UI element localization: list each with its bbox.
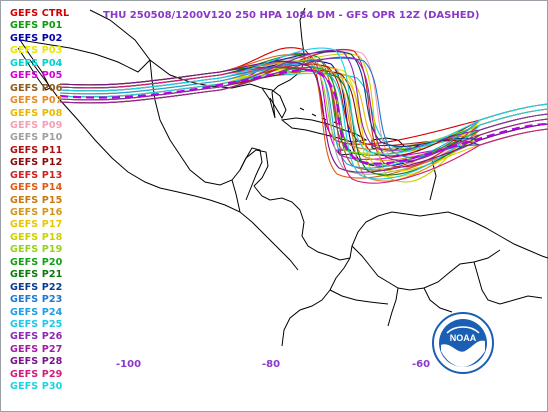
legend-entry: GEFS P10 — [10, 132, 63, 144]
legend-entry: GEFS P29 — [10, 368, 63, 380]
legend-entry: GEFS P22 — [10, 281, 63, 293]
sa-borders — [329, 245, 543, 327]
legend-entry: GEFS P04 — [10, 57, 63, 69]
legend-entry: GEFS P28 — [10, 356, 63, 368]
mexico-coast — [149, 59, 263, 201]
legend-entry: GEFS P20 — [10, 256, 63, 268]
logo-text: NOAA — [450, 333, 477, 343]
coastlines — [17, 7, 548, 347]
x-tick-label: -80 — [262, 359, 281, 370]
ensemble-contour-line — [59, 47, 548, 155]
legend-entry: GEFS P14 — [10, 182, 63, 194]
ensemble-contour-line — [59, 59, 548, 171]
legend-entry: GEFS P05 — [10, 70, 63, 82]
legend-entry: GEFS P24 — [10, 306, 63, 318]
central-america — [253, 185, 351, 261]
lesser-antilles — [429, 159, 437, 201]
legend-entry: GEFS P19 — [10, 244, 63, 256]
x-tick-label: -100 — [116, 359, 142, 370]
ensemble-contour-line — [59, 66, 548, 184]
mexico-pacific-coast — [29, 59, 299, 271]
legend-entry: GEFS CTRL — [10, 8, 70, 19]
ensemble-legend: GEFS CTRL GEFS P01 GEFS P02 GEFS P03 GEFS P0… — [10, 8, 69, 394]
yucatan — [239, 149, 269, 187]
ensemble-contour-line — [59, 66, 548, 165]
legend-entry: GEFS P06 — [10, 82, 63, 94]
ensemble-contour-line — [59, 56, 548, 162]
legend-entry: GEFS P25 — [10, 318, 63, 330]
guatemala-border — [231, 179, 241, 213]
legend-entry: GEFS P09 — [10, 119, 63, 131]
ensemble-contour-line — [59, 60, 548, 173]
legend-entry: GEFS P12 — [10, 157, 63, 169]
ensemble-contour-line — [59, 64, 548, 169]
legend-entry: GEFS P01 — [10, 20, 63, 32]
legend-entry: GEFS P21 — [10, 269, 63, 281]
ensemble-contour-line — [59, 49, 548, 151]
chart-title: THU 250508/1200V120 250 HPA 1084 DM - GF… — [103, 10, 480, 21]
south-america-west — [281, 257, 351, 347]
legend-entry: GEFS P02 — [10, 32, 63, 44]
baja-california — [17, 39, 51, 91]
noaa-logo-icon: NOAA — [432, 312, 494, 374]
legend-entry: GEFS P27 — [10, 343, 63, 355]
cuba — [280, 117, 368, 143]
legend-entry: GEFS P13 — [10, 169, 63, 181]
legend-entry: GEFS P26 — [10, 331, 63, 343]
legend-entry: GEFS P23 — [10, 294, 63, 306]
bahamas — [299, 107, 339, 125]
ensemble-contour-line — [59, 56, 548, 175]
ensemble-contour-line — [59, 70, 548, 180]
legend-entry: GEFS P16 — [10, 207, 63, 218]
florida — [261, 87, 287, 120]
legend-entry: GEFS P17 — [10, 219, 63, 231]
legend-entry: GEFS P08 — [10, 107, 63, 119]
legend-entry: GEFS P03 — [10, 45, 63, 57]
legend-entry: GEFS P30 — [10, 381, 63, 393]
legend-entry: GEFS P11 — [10, 144, 63, 156]
legend-entry: GEFS P07 — [10, 95, 63, 107]
ensemble-contour-line — [59, 60, 548, 167]
gfs-operational-contour — [59, 68, 548, 165]
legend-entry: GEFS P15 — [10, 194, 63, 206]
x-tick-label: -60 — [412, 359, 431, 370]
us-mexico-border — [19, 39, 151, 73]
legend-entry: GEFS P18 — [10, 231, 63, 243]
ensemble-contours — [59, 47, 548, 184]
south-america-coast — [349, 211, 548, 259]
